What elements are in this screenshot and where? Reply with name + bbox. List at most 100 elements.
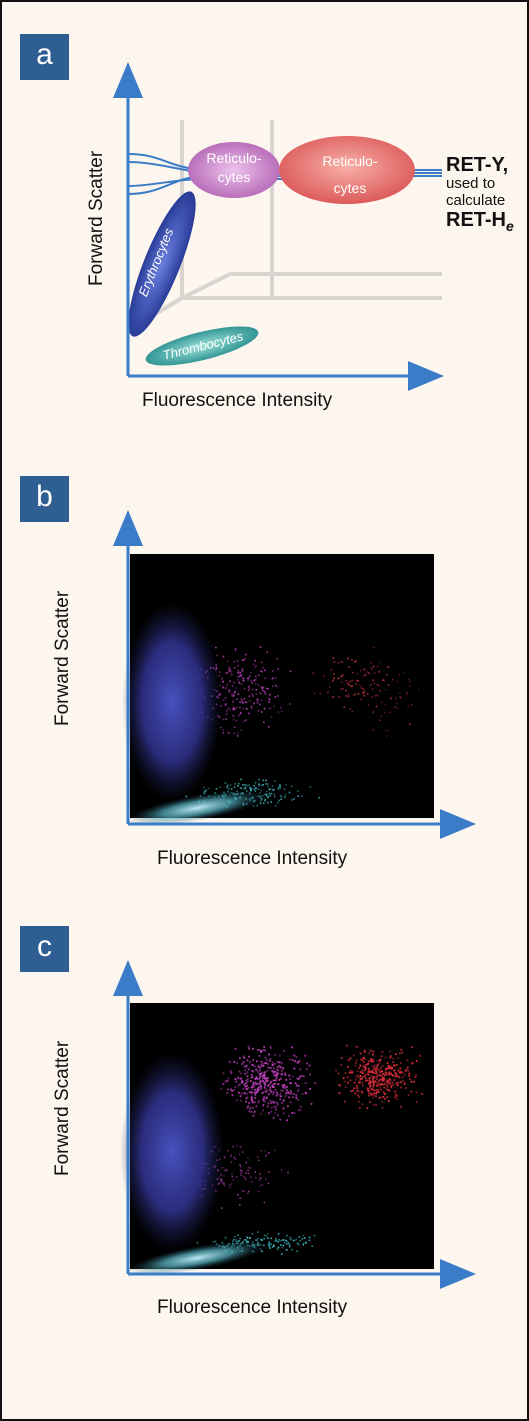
scatter-dot	[362, 1057, 365, 1059]
scatter-dot	[258, 1066, 261, 1069]
scatter-dot	[392, 1057, 395, 1060]
scatter-dot	[253, 1110, 256, 1113]
scatter-dot	[413, 1080, 415, 1083]
scatter-dot	[405, 694, 408, 696]
scatter-dot	[295, 1097, 298, 1100]
scatter-dot	[372, 1077, 374, 1080]
scatter-dot	[269, 707, 271, 710]
scatter-dot	[370, 1058, 372, 1060]
scatter-dot	[240, 1165, 242, 1167]
scatter-dot	[238, 1083, 241, 1086]
scatter-dot	[274, 677, 277, 679]
scatter-dot	[254, 1078, 257, 1080]
scatter-dot	[248, 1055, 250, 1058]
scatter-dot	[394, 1064, 396, 1067]
scatter-dot	[260, 1112, 262, 1115]
scatter-dot	[221, 681, 224, 683]
scatter-dot	[302, 1244, 305, 1246]
scatter-dot	[372, 665, 375, 668]
scatter-dot	[226, 1092, 229, 1094]
scatter-dot	[228, 670, 231, 673]
scatter-dot	[372, 1088, 375, 1091]
scatter-dot	[274, 1112, 276, 1115]
scatter-dot	[274, 1149, 276, 1152]
scatter-dot	[288, 1115, 290, 1117]
scatter-dot	[269, 1247, 271, 1249]
scatter-dot	[308, 1239, 311, 1242]
scatter-dot	[274, 1054, 277, 1056]
scatter-dot	[293, 798, 295, 800]
scatter-dot	[373, 682, 376, 685]
scatter-dot	[264, 1049, 267, 1052]
scatter-dot	[246, 1237, 249, 1239]
scatter-dot	[373, 646, 375, 649]
scatter-dot	[237, 693, 240, 695]
scatter-dot	[251, 1069, 254, 1072]
scatter-dot	[269, 1046, 272, 1049]
scatter-dot	[357, 1081, 360, 1084]
scatter-dot	[342, 674, 344, 676]
scatter-dot	[306, 1062, 308, 1065]
scatter-dot	[246, 1078, 249, 1081]
scatter-dot	[355, 1045, 358, 1048]
scatter-dot	[354, 693, 357, 696]
scatter-dot	[369, 1060, 372, 1063]
scatter-dot	[370, 1092, 373, 1095]
scatter-dot	[249, 1106, 252, 1109]
scatter-dot	[396, 1098, 399, 1101]
scatter-dot	[378, 1097, 381, 1099]
scatter-dot	[361, 1081, 364, 1084]
scatter-dot	[270, 1090, 273, 1093]
scatter-dot	[310, 1103, 313, 1105]
scatter-dot	[389, 1056, 391, 1059]
scatter-dot	[370, 1094, 373, 1096]
scatter-dot	[281, 1253, 283, 1255]
scatter-dot	[264, 1178, 267, 1180]
scatter-dot	[249, 788, 252, 791]
scatter-dot	[243, 1092, 246, 1095]
scatter-dot	[261, 711, 263, 713]
scatter-dot	[247, 1166, 250, 1169]
scatter-dot	[299, 1075, 302, 1078]
scatter-dot	[369, 1082, 371, 1085]
scatter-dot	[262, 1099, 265, 1101]
scatter-dot	[356, 679, 359, 682]
scatter-dot	[259, 646, 262, 649]
scatter-dot	[379, 719, 381, 721]
scatter-dot	[395, 1053, 397, 1056]
scatter-dot	[256, 1156, 259, 1158]
scatter-dot	[293, 1054, 296, 1057]
scatter-dot	[252, 1059, 255, 1061]
scatter-dot	[263, 707, 266, 710]
scatter-dot	[205, 789, 207, 791]
scatter-dot	[256, 1049, 259, 1051]
scatter-dot	[357, 692, 360, 695]
scatter-dot	[366, 1063, 368, 1066]
scatter-dot	[261, 1250, 263, 1253]
scatter-dot	[226, 1168, 228, 1171]
scatter-dot	[390, 1086, 393, 1089]
scatter-dot	[399, 1062, 402, 1064]
scatter-dot	[258, 1064, 260, 1067]
scatter-dot	[390, 1084, 393, 1087]
scatter-dot	[270, 716, 273, 718]
scatter-dot	[292, 1239, 295, 1242]
scatter-dot	[268, 792, 271, 795]
scatter-dot	[372, 1071, 375, 1074]
scatter-dot	[297, 795, 300, 797]
scatter-dot	[231, 1090, 234, 1092]
scatter-dot	[256, 1083, 259, 1085]
scatter-dot	[253, 1084, 256, 1086]
scatter-dot	[254, 1097, 257, 1099]
scatter-dot	[272, 788, 275, 791]
scatter-dot	[350, 685, 352, 687]
scatter-dot	[289, 1101, 292, 1104]
scatter-dot	[265, 783, 267, 785]
scatter-dot	[276, 1091, 278, 1094]
scatter-dot	[394, 1096, 397, 1099]
thrombocytes-ellipse	[145, 326, 259, 366]
scatter-dot	[267, 801, 269, 804]
scatter-dot	[219, 671, 221, 673]
scatter-dot	[274, 804, 277, 807]
scatter-dot	[241, 670, 244, 672]
